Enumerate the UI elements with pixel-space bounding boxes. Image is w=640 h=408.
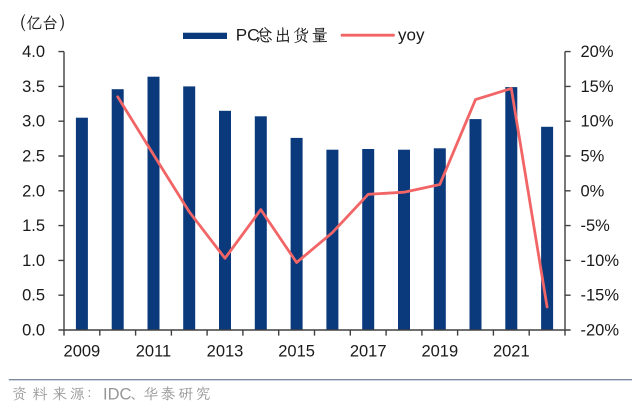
svg-text:yoy: yoy [398, 25, 425, 44]
svg-text:PC: PC [236, 25, 260, 44]
svg-text:IDC: IDC [103, 385, 132, 403]
svg-text:-5%: -5% [581, 217, 611, 235]
svg-text:3.0: 3.0 [22, 113, 45, 131]
svg-text:5%: 5% [581, 148, 605, 166]
svg-text:0.5: 0.5 [22, 287, 45, 305]
svg-text:20%: 20% [581, 43, 614, 61]
svg-text:2013: 2013 [207, 343, 244, 361]
svg-text:2017: 2017 [350, 343, 387, 361]
svg-text:-20%: -20% [581, 322, 620, 340]
svg-text:2011: 2011 [136, 343, 171, 361]
svg-text:0.0: 0.0 [22, 322, 45, 340]
svg-text:2009: 2009 [64, 343, 101, 361]
svg-text:2015: 2015 [278, 343, 315, 361]
svg-text:0%: 0% [581, 182, 605, 200]
svg-text:2.0: 2.0 [22, 182, 45, 200]
svg-text:-15%: -15% [581, 287, 620, 305]
svg-text:10%: 10% [581, 113, 614, 131]
svg-text:1.5: 1.5 [22, 217, 45, 235]
svg-text:4.0: 4.0 [22, 43, 45, 61]
svg-text:2.5: 2.5 [22, 148, 45, 166]
svg-text:2021: 2021 [493, 343, 530, 361]
svg-text:2019: 2019 [421, 343, 458, 361]
svg-text:-10%: -10% [581, 252, 620, 270]
svg-text:15%: 15% [581, 78, 614, 96]
svg-text:3.5: 3.5 [22, 78, 45, 96]
svg-text:1.0: 1.0 [22, 252, 45, 270]
